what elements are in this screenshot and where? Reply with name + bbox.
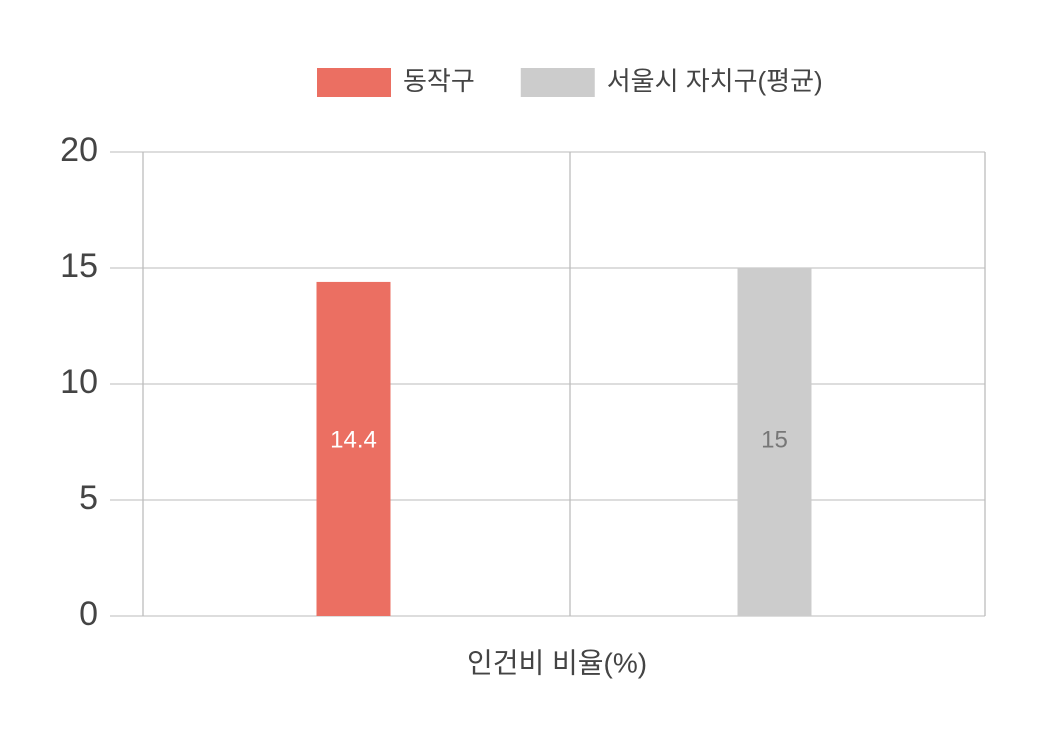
bar xyxy=(316,281,391,616)
legend-label: 동작구 xyxy=(403,66,475,96)
bar xyxy=(737,268,812,616)
y-tick-label: 15 xyxy=(60,247,98,285)
legend-swatch xyxy=(520,68,595,97)
y-tick-label: 10 xyxy=(60,363,98,401)
data-label: 14.4 xyxy=(330,426,377,453)
legend-swatch xyxy=(317,68,391,97)
legend-label: 서울시 자치구(평균) xyxy=(607,66,823,96)
y-tick-label: 5 xyxy=(79,479,98,517)
data-label: 15 xyxy=(761,426,788,453)
y-tick-label: 0 xyxy=(79,595,98,633)
x-tick-label: 인건비 비율(%) xyxy=(467,647,647,678)
y-tick-label: 20 xyxy=(60,131,98,169)
